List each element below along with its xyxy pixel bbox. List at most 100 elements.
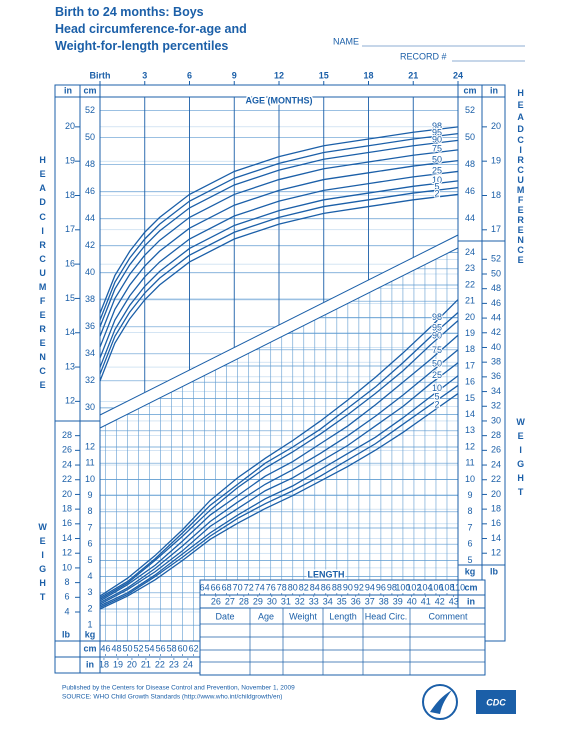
x2-tick-label: 24: [183, 659, 193, 669]
record-label: RECORD #: [400, 51, 447, 61]
curve-label: 90: [432, 134, 442, 144]
y2-tick-label: 18: [62, 504, 72, 514]
y2-tick-label: 16: [62, 518, 72, 528]
diagonal-band: [99, 247, 459, 429]
curve-label: 25: [432, 165, 442, 175]
x2-tick-label: 37: [365, 596, 375, 606]
y-tick-label: 2: [87, 603, 92, 613]
percentile-curve: [99, 139, 459, 328]
unit-label: in: [490, 85, 498, 95]
unit-label: cm: [83, 643, 96, 653]
y2-tick-label: 16: [491, 518, 501, 528]
x2-tick-label: 31: [281, 596, 291, 606]
y2-tick-label: 14: [491, 533, 501, 543]
percentile-curve: [99, 187, 459, 375]
x-tick-label: 6: [187, 70, 192, 80]
y-tick-label: 36: [85, 321, 95, 331]
x-tick-label: 50: [123, 643, 133, 653]
side-label: HEAD: [38, 155, 48, 211]
table-header: Date: [215, 611, 234, 621]
curve-label: 90: [432, 331, 442, 341]
y2-tick-label: 18: [491, 190, 501, 200]
y2-tick-label: 42: [491, 327, 501, 337]
percentile-curve: [99, 149, 459, 337]
y-tick-label: 16: [465, 377, 475, 387]
y-tick-label: 13: [465, 425, 475, 435]
y2-tick-label: 22: [62, 474, 72, 484]
footer-line: Published by the Centers for Disease Con…: [62, 685, 295, 692]
y-tick-label: 17: [465, 360, 475, 370]
x-tick-label: 74: [255, 582, 265, 592]
curve-label: 50: [432, 358, 442, 368]
x2-tick-label: 29: [253, 596, 263, 606]
hhs-logo: [422, 684, 458, 720]
cdc-logo-text: CDC: [486, 697, 506, 707]
x2-tick-label: 34: [323, 596, 333, 606]
curve-label: 50: [432, 155, 442, 165]
percentile-curve: [99, 299, 459, 597]
y-tick-label: 11: [85, 458, 94, 468]
curve-label: 5: [434, 182, 439, 192]
y-tick-label: 20: [465, 312, 475, 322]
x2-tick-label: 41: [421, 596, 431, 606]
y2-tick-label: 40: [491, 342, 501, 352]
y-tick-label: 11: [465, 458, 474, 468]
x-tick-label: 102: [406, 582, 421, 592]
frame: [54, 84, 506, 676]
curve-label: 98: [432, 312, 442, 322]
unit-label: kg: [85, 629, 96, 639]
curve-label: 2: [434, 400, 439, 410]
y-tick-label: 19: [465, 328, 475, 338]
y2-tick-label: 16: [65, 258, 75, 268]
x-tick-label: 15: [319, 70, 329, 80]
y-tick-label: 50: [465, 132, 475, 142]
x-tick-label: 82: [299, 582, 309, 592]
percentile-curve: [99, 362, 459, 605]
hhs-seal: [422, 684, 458, 720]
y2-tick-label: 52: [491, 254, 501, 264]
y-tick-label: 8: [467, 506, 472, 516]
table-header: Weight: [289, 611, 317, 621]
side-label: CIRCUMFERENCE: [38, 212, 48, 394]
table-header: Comment: [428, 611, 468, 621]
y2-tick-label: 13: [65, 361, 75, 371]
curve-label: 10: [432, 383, 442, 393]
side-label: HEAD: [516, 88, 526, 136]
percentile-curve: [99, 180, 459, 368]
diagonal-band: [99, 234, 459, 416]
y2-tick-label: 19: [65, 156, 75, 166]
x2-tick-label: 42: [435, 596, 445, 606]
record-table: [200, 608, 485, 675]
x-tick-label: 68: [222, 582, 232, 592]
y-tick-label: 24: [465, 247, 475, 257]
x-tick-label: 84: [310, 582, 320, 592]
x-tick-label: 90: [343, 582, 353, 592]
unit-label: lb: [62, 629, 71, 639]
y2-tick-label: 17: [65, 224, 75, 234]
curve-label: 95: [432, 128, 442, 138]
table-header: Length: [329, 611, 357, 621]
y-tick-label: 50: [85, 132, 95, 142]
y2-tick-label: 28: [62, 430, 72, 440]
percentile-curve: [99, 320, 459, 600]
percentile-curve: [99, 312, 459, 599]
y2-tick-label: 26: [491, 445, 501, 455]
y-tick-label: 9: [467, 490, 472, 500]
y-tick-label: 48: [465, 159, 475, 169]
x2-tick-label: 39: [393, 596, 403, 606]
x-tick-label: 98: [387, 582, 397, 592]
x-tick-label: 110: [451, 582, 465, 592]
y2-tick-label: 10: [62, 562, 72, 572]
percentile-curve: [99, 384, 459, 608]
cdc-logo: [476, 690, 516, 714]
unit-label: in: [467, 596, 475, 606]
x2-tick-label: 32: [295, 596, 305, 606]
y-tick-label: 3: [87, 587, 92, 597]
x-tick-label: 52: [134, 643, 144, 653]
x-tick-label: 56: [156, 643, 166, 653]
y2-tick-label: 20: [491, 121, 501, 131]
x2-tick-label: 27: [225, 596, 235, 606]
y-tick-label: 40: [85, 267, 95, 277]
y-tick-label: 52: [85, 105, 95, 115]
